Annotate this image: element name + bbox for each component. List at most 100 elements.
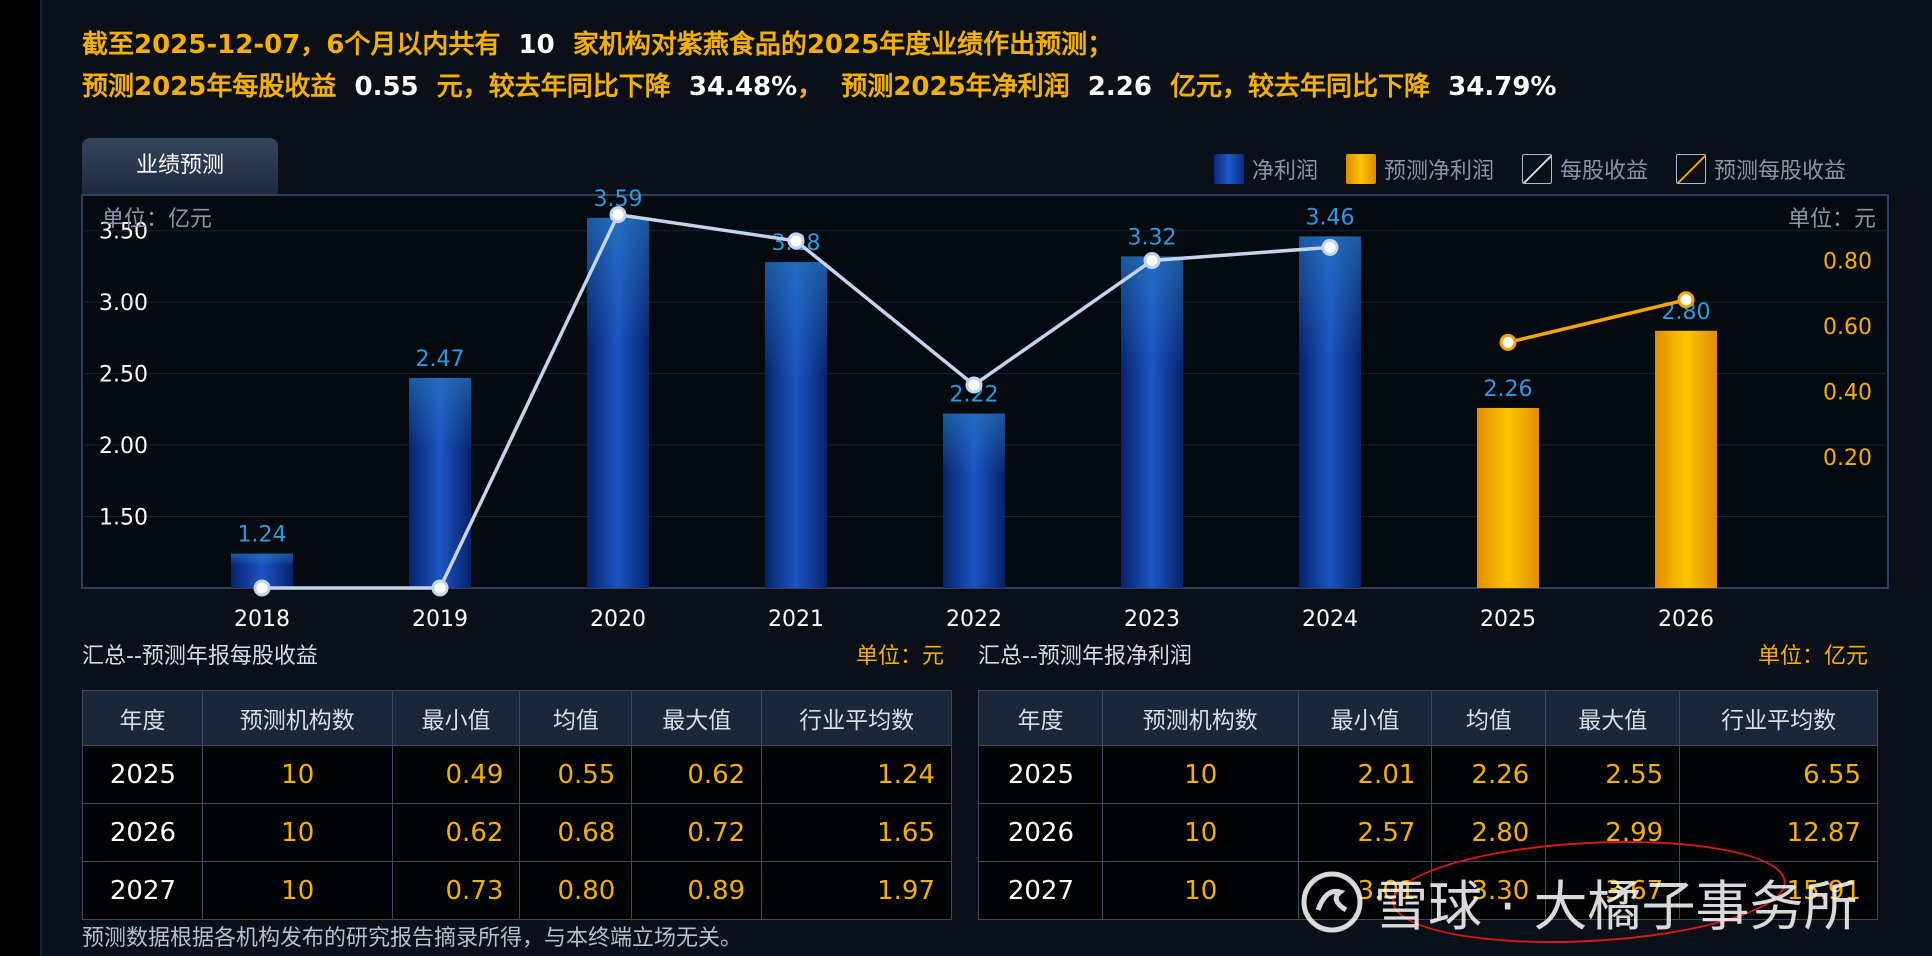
legend-forecast-net-profit[interactable]: 预测净利润 — [1346, 153, 1494, 185]
eps-cell: 0.62 — [391, 803, 521, 862]
x-tick-label-2021: 2021 — [768, 607, 824, 632]
legend-net-profit[interactable]: 净利润 — [1214, 153, 1318, 185]
np-header-5: 行业平均数 — [1679, 690, 1878, 746]
np-table-unit: 单位：亿元 — [1758, 644, 1869, 669]
np-row-2025: 2025 10 2.01 2.26 2.55 6.55 — [978, 745, 1878, 804]
eps-row-2027: 2027 10 0.73 0.80 0.89 1.97 — [82, 861, 952, 920]
bar-label-2024: 3.46 — [1306, 205, 1355, 230]
performance-chart: 1.50 2.00 2.50 3.00 3.50 0.20 0.40 0.60 0.80 单位：亿… — [81, 187, 1889, 632]
eps-cell: 0.68 — [519, 803, 633, 862]
np-cell: 12.87 — [1679, 803, 1878, 862]
y-tick-label: 1.50 — [99, 506, 148, 531]
bar-net-profit-2023-shine — [1121, 256, 1183, 588]
footnote: 预测数据根据各机构发布的研究报告摘录所得，与本终端立场无关。 — [82, 926, 743, 951]
np-header-3: 均值 — [1431, 690, 1547, 746]
eps-cell: 10 — [201, 803, 393, 862]
np-cell: 2026 — [978, 803, 1103, 862]
watermark: 雪球 · 大橘子事务所 — [1300, 862, 1858, 941]
eps-point-2021 — [787, 232, 805, 250]
np-header-1: 预测机构数 — [1101, 690, 1299, 746]
eps-cell: 1.65 — [761, 803, 952, 862]
eps-table-unit: 单位：元 — [856, 644, 945, 669]
forecast-eps-point-2025 — [1499, 333, 1517, 351]
bar-net-profit-2024-shine — [1299, 236, 1361, 588]
bar-label-2018: 1.24 — [238, 523, 287, 548]
np-cell: 2.80 — [1431, 803, 1547, 862]
eps-cell: 0.49 — [391, 745, 521, 804]
eps-point-2023 — [1143, 252, 1161, 269]
eps-table: 年度 预测机构数 最小值 均值 最大值 行业平均数 2025 10 0.49 0.55 0.62 1… — [82, 690, 952, 920]
eps-cell: 1.24 — [761, 745, 952, 804]
tab-forecast[interactable]: 业绩预测 — [82, 138, 278, 194]
legend-eps[interactable]: 每股收益 — [1522, 153, 1648, 185]
institution-count: 10 — [518, 30, 555, 60]
forecast-eps-point-2026 — [1677, 291, 1695, 309]
eps-cell: 2026 — [82, 803, 203, 862]
eps-table-title: 汇总--预测年报每股收益 — [82, 644, 318, 669]
np-cell: 3.67 — [1545, 861, 1681, 920]
eps-cell: 10 — [201, 861, 393, 920]
legend-swatch-orange-line — [1676, 154, 1707, 184]
np-cell: 2.01 — [1297, 745, 1433, 804]
legend-swatch-orange — [1346, 154, 1377, 184]
y-tick-label: 3.50 — [99, 220, 148, 245]
legend-forecast-eps[interactable]: 预测每股收益 — [1676, 153, 1846, 185]
eps-change: 34.48% — [688, 72, 798, 102]
y-tick-label: 3.00 — [99, 291, 148, 316]
headline-line-2: 预测2025年每股收益 0.55 元，较去年同比下降 34.48%， 预测202… — [82, 72, 1557, 102]
eps-row-2026: 2026 10 0.62 0.68 0.72 1.65 — [82, 803, 952, 862]
x-tick-label-2018: 2018 — [234, 607, 290, 632]
x-tick-label-2019: 2019 — [412, 607, 468, 632]
np-cell: 10 — [1101, 745, 1299, 804]
np-cell: 10 — [1101, 861, 1299, 920]
eps-point-2020 — [609, 206, 627, 224]
y-tick-label: 2.50 — [99, 363, 148, 388]
eps-header-2: 最小值 — [391, 690, 521, 746]
eps-row-2025: 2025 10 0.49 0.55 0.62 1.24 — [82, 745, 952, 804]
y-tick-label: 2.00 — [99, 434, 148, 459]
x-tick-label-2024: 2024 — [1302, 607, 1358, 632]
x-tick-label-2022: 2022 — [946, 607, 1002, 632]
np-cell: 2.99 — [1545, 803, 1681, 862]
net-profit-change: 34.79% — [1448, 72, 1557, 102]
np-cell: 3.01 — [1297, 861, 1433, 920]
eps-header-5: 行业平均数 — [761, 690, 952, 746]
panel-edge — [40, 0, 42, 956]
net-profit-forecast: 2.26 — [1087, 72, 1152, 102]
bar-net-profit-2020-shine — [587, 217, 649, 588]
eps-header-1: 预测机构数 — [201, 690, 393, 746]
np-header-4: 最大值 — [1545, 690, 1681, 746]
np-cell: 6.55 — [1679, 745, 1878, 804]
x-tick-label-2026: 2026 — [1658, 607, 1714, 632]
eps-cell: 2025 — [82, 745, 203, 804]
np-cell: 2.55 — [1545, 745, 1681, 804]
left-unit-label: 单位：亿元 — [102, 207, 212, 232]
eps-cell: 0.89 — [631, 861, 763, 920]
y2-tick-label: 0.20 — [1823, 446, 1872, 471]
bar-net-profit-2019-shine — [409, 377, 471, 588]
np-cell: 2025 — [978, 745, 1103, 804]
eps-point-2022 — [965, 376, 983, 394]
np-cell: 3.30 — [1431, 861, 1547, 920]
y2-tick-label: 0.80 — [1823, 250, 1872, 275]
eps-point-2024 — [1321, 238, 1339, 256]
x-tick-label-2020: 2020 — [590, 607, 646, 632]
eps-header-4: 最大值 — [631, 690, 763, 746]
legend-swatch-blue — [1214, 154, 1244, 184]
x-tick-label-2023: 2023 — [1124, 607, 1180, 632]
eps-header-3: 均值 — [519, 690, 633, 746]
eps-cell: 0.55 — [519, 745, 633, 804]
np-header-2: 最小值 — [1297, 690, 1433, 746]
bar-label-2023: 3.32 — [1128, 225, 1177, 250]
bar-net-profit-2021-shine — [765, 262, 827, 588]
eps-cell: 10 — [201, 745, 393, 804]
np-cell: 2.57 — [1297, 803, 1433, 862]
y2-tick-label: 0.60 — [1823, 315, 1872, 340]
eps-cell: 0.72 — [631, 803, 763, 862]
eps-header-0: 年度 — [82, 690, 203, 746]
headline-line-1: 截至2025-12-07，6个月以内共有 10 家机构对紫燕食品的2025年度业… — [82, 30, 1114, 60]
bar-forecast-net-profit-2026 — [1655, 330, 1717, 588]
bar-label-2025: 2.26 — [1484, 377, 1533, 402]
bar-net-profit-2022-shine — [943, 413, 1005, 588]
right-unit-label: 单位：元 — [1788, 207, 1876, 232]
